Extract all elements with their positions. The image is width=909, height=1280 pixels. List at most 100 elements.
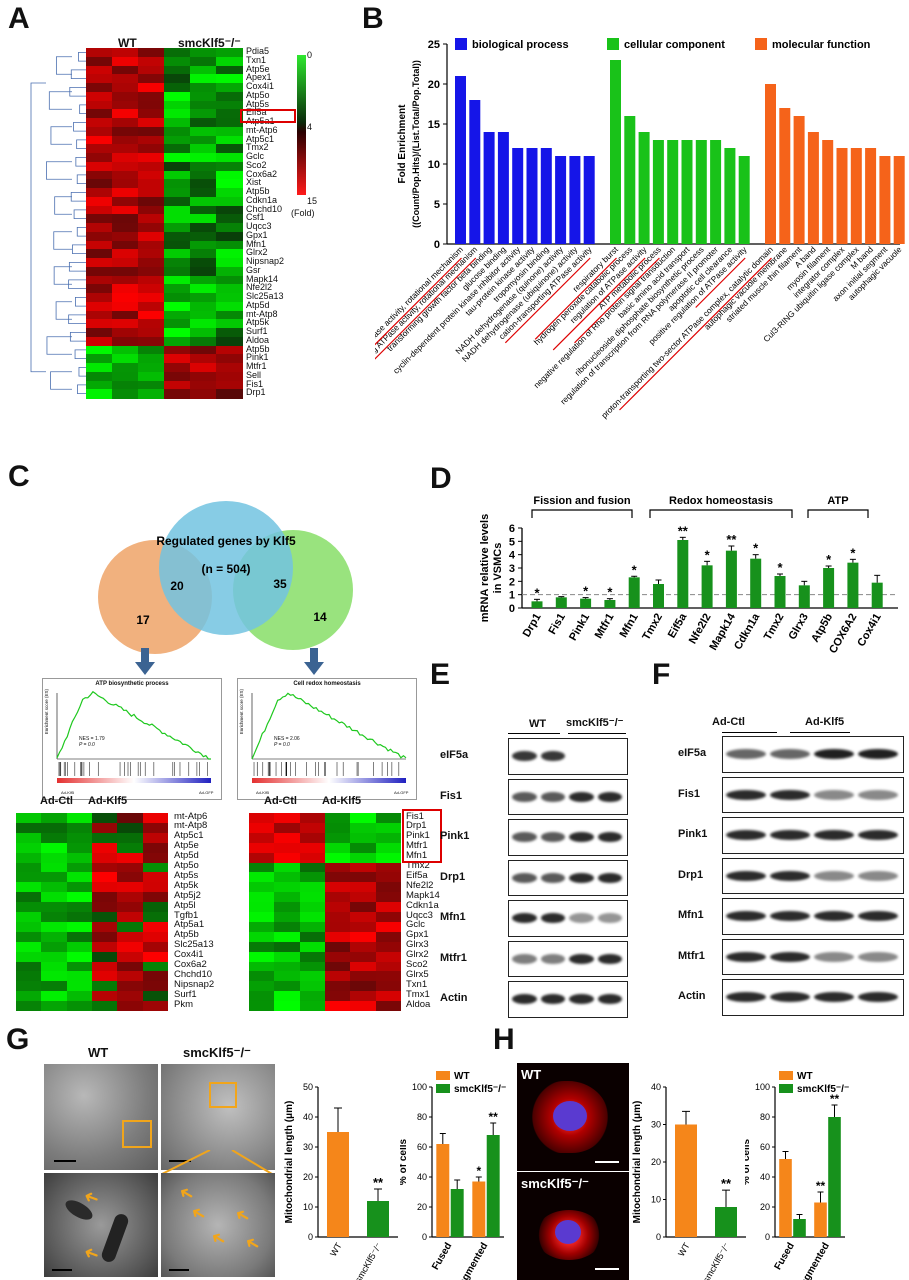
heatmap-cell: [274, 822, 301, 834]
bar: [695, 140, 707, 244]
gene-label: Cox4i1: [246, 81, 275, 91]
heatmap-cell: [299, 941, 326, 953]
gene-label: Mfn1: [406, 850, 428, 862]
heatmap-cell: [41, 872, 68, 883]
panel-a-ko-label: smcKlf5⁻/⁻: [178, 36, 241, 50]
heatmap-cell: [117, 912, 144, 923]
highlight-underline: [504, 257, 591, 344]
y-tick-label: 50: [303, 1082, 313, 1092]
heatmap-cell: [216, 205, 243, 215]
heatmap-cell: [164, 389, 191, 399]
heatmap-cell: [164, 153, 191, 163]
heatmap-cell: [249, 991, 275, 1002]
g-ko-label: smcKlf5⁻/⁻: [183, 1045, 251, 1060]
legend-label: smcKlf5⁻/⁻: [454, 1084, 506, 1095]
heatmap-cell: [142, 852, 169, 863]
heatmap-cell: [350, 902, 377, 913]
enrichment-curve: [56, 690, 211, 760]
heatmap-cell: [375, 872, 402, 883]
scale-unit-label: (Fold): [291, 208, 315, 218]
heatmap-cell: [112, 188, 139, 198]
legend-label: WT: [797, 1071, 813, 1082]
heatmap-cell: [249, 832, 275, 844]
heatmap-cell: [350, 882, 377, 893]
gene-label: mt-Atp8: [246, 308, 278, 319]
em-ko-overview: [161, 1064, 275, 1170]
heatmap-cell: [142, 902, 169, 913]
highlight-underline: [375, 257, 462, 346]
blot-band: [569, 953, 594, 964]
heatmap-cell: [299, 921, 326, 933]
dendrogram-branch: [76, 226, 86, 237]
heatmap-cell: [112, 135, 139, 145]
legend-label: WT: [454, 1071, 470, 1082]
heatmap-cell: [86, 284, 113, 294]
y-tick-label: 80: [760, 1112, 770, 1122]
heatmap-cell: [138, 266, 165, 276]
heatmap-cell: [216, 354, 243, 364]
heatmap-cell: [375, 822, 402, 834]
heatmap-cell: [274, 931, 301, 943]
heatmap-cell: [299, 852, 326, 863]
y-tick-label: 0: [422, 1232, 427, 1242]
category-label: Eif5a: [666, 611, 690, 641]
blot-band: [540, 832, 565, 843]
gene-label: Slc25a13: [246, 291, 284, 301]
heatmap-cell: [164, 144, 191, 154]
legend-swatch: [436, 1071, 450, 1080]
heatmap-cell: [86, 354, 113, 364]
gene-label: Atp5s: [246, 98, 270, 109]
gene-label: Cdkn1a: [246, 194, 278, 205]
dendrogram-branch: [48, 91, 72, 110]
significance-mark: **: [726, 532, 737, 547]
heatmap-cell: [274, 832, 301, 844]
heatmap-cell: [86, 223, 113, 233]
heatmap-cell: [16, 931, 42, 943]
heatmap-cell: [112, 301, 139, 311]
blot-band: [770, 749, 810, 760]
heatmap-cell: [375, 852, 402, 863]
significance-mark: *: [705, 547, 711, 562]
heatmap-cell: [41, 941, 68, 953]
heatmap-cell: [216, 109, 243, 119]
heatmap-cell: [86, 135, 113, 145]
heatmap-cell: [216, 380, 243, 390]
heatmap-cell: [92, 991, 118, 1002]
heatmap-cell: [249, 981, 275, 992]
heatmap-cell: [138, 83, 165, 93]
heatmap-cell: [66, 951, 93, 962]
heatmap-cell: [92, 912, 118, 923]
category-label: Fis1: [546, 612, 567, 637]
heatmap-cell: [190, 65, 217, 75]
dendrogram-branch: [78, 366, 86, 377]
blot-band: [597, 872, 622, 883]
blot-band: [814, 789, 854, 800]
heatmap-cell: [112, 240, 139, 250]
blot-band: [540, 994, 565, 1005]
heatmap-cell: [41, 892, 68, 903]
blot-strip: [508, 900, 628, 937]
dendrogram-branch: [55, 56, 72, 75]
heatmap-cell: [66, 813, 93, 824]
heatmap-cell: [16, 1001, 42, 1012]
heatmap-cell: [112, 319, 139, 329]
heatmap-cell: [138, 188, 165, 198]
heatmap-cell: [117, 971, 144, 982]
heatmap-cell: [86, 196, 113, 206]
heatmap-cell: [16, 813, 42, 824]
heatmap-cell: [112, 275, 139, 285]
heatmap-cell: [375, 951, 402, 962]
blot-band: [858, 911, 898, 922]
blot-f-klf5-line: [790, 732, 850, 733]
heatmap-cell: [274, 941, 301, 953]
blot-strip: [722, 938, 904, 975]
gsea-right-nes: NES = 2.06: [274, 736, 300, 742]
heatmap-cell: [112, 231, 139, 241]
heatmap-cell: [190, 170, 217, 180]
panel-letter-a: A: [8, 2, 30, 35]
y-tick-label: 0: [656, 1232, 661, 1242]
heatmap-cell: [299, 971, 326, 982]
heatmap-cell: [375, 882, 402, 893]
blot-band: [569, 832, 594, 843]
